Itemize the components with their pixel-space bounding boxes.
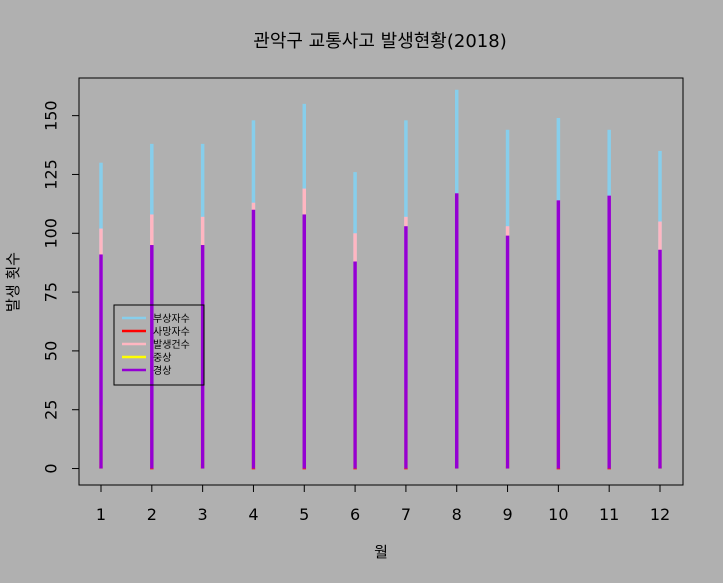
x-tick-label: 11 <box>599 505 619 524</box>
y-tick-label: 100 <box>42 218 61 249</box>
bar-series5-month-3 <box>200 245 205 469</box>
legend-box <box>113 304 205 386</box>
plot-frame <box>78 77 684 486</box>
bar-series5-month-7 <box>404 226 408 469</box>
series-5 <box>99 193 662 469</box>
x-tick-label: 12 <box>650 505 670 524</box>
x-tick-label: 7 <box>401 505 411 524</box>
x-tick-label: 1 <box>96 505 106 524</box>
bar-series5-month-10 <box>556 200 561 469</box>
bar-series5-month-2 <box>150 245 154 469</box>
legend-label: 경상 <box>153 364 171 377</box>
legend-label: 부상자수 <box>153 313 190 325</box>
bar-series5-month-1 <box>99 254 103 469</box>
x-tick-label: 9 <box>502 505 512 524</box>
bar-series2-month-6 <box>353 468 357 470</box>
legend-label: 사망자수 <box>153 326 190 338</box>
bar-series2-month-5 <box>302 468 307 470</box>
bar-series2-month-4 <box>251 468 256 470</box>
bar-series5-month-9 <box>505 235 510 469</box>
y-tick-label: 150 <box>42 100 61 131</box>
x-tick-label: 3 <box>198 505 208 524</box>
bar-series5-month-6 <box>353 261 357 469</box>
legend-label: 발생건수 <box>153 339 190 351</box>
series-1 <box>99 89 662 469</box>
series-2 <box>99 461 662 470</box>
bar-series5-month-11 <box>607 195 611 469</box>
x-tick-label: 4 <box>248 505 258 524</box>
y-tick-label: 50 <box>42 341 61 361</box>
x-tick-label: 5 <box>299 505 309 524</box>
legend-label: 중상 <box>153 352 171 364</box>
y-tick-label: 0 <box>42 463 61 473</box>
bar-series5-month-12 <box>658 249 662 469</box>
y-axis: 0 25 50 75 100 125 150 <box>42 100 80 474</box>
y-tick-label: 125 <box>42 159 61 190</box>
bar-series5-month-8 <box>454 193 459 469</box>
chart-title: 관악구 교통사고 발생현황(2018) <box>253 31 506 52</box>
y-axis-label: 발생 횟수 <box>4 252 22 312</box>
x-tick-label: 6 <box>350 505 360 524</box>
bars-layer <box>99 89 662 470</box>
x-tick-label: 10 <box>548 505 568 524</box>
y-tick-label: 25 <box>42 400 61 420</box>
series-4 <box>99 386 662 469</box>
y-tick-label: 75 <box>42 282 61 302</box>
bar-series2-month-10 <box>556 468 561 470</box>
bar-series2-month-7 <box>404 468 408 470</box>
x-tick-label: 8 <box>452 505 462 524</box>
bar-series5-month-4 <box>251 209 256 469</box>
bar-series2-month-2 <box>150 468 154 470</box>
x-tick-label: 2 <box>147 505 157 524</box>
bar-series5-month-5 <box>302 214 307 469</box>
x-axis: 1 2 3 4 5 6 7 8 9 10 11 12 <box>96 484 670 524</box>
x-axis-label: 월 <box>374 543 388 561</box>
bar-series2-month-11 <box>607 468 611 470</box>
